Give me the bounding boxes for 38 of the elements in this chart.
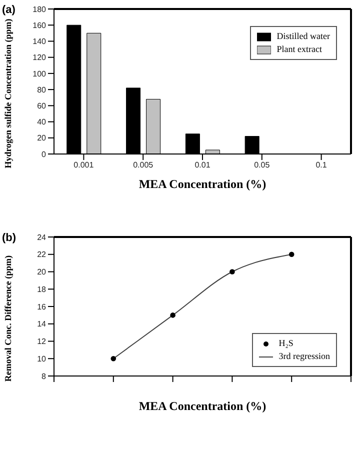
point [110,356,116,362]
y-tick-label: 20 [37,268,47,277]
x-axis-title: MEA Concentration (%) [138,399,266,413]
y-tick-label: 40 [37,118,47,127]
y-tick-label: 60 [37,102,47,111]
y-tick-label: 12 [37,337,47,346]
point [170,312,176,318]
legend-label: 3rd regression [278,350,330,363]
y-tick-label: 8 [42,372,47,381]
point [230,269,235,274]
y-tick-label: 160 [32,20,47,30]
y-tick-label: 22 [37,250,47,260]
x-tick-label: 0.005 [133,160,154,170]
y-tick-label: 140 [32,37,47,46]
y-axis-title: Removal Conc. Difference (ppm) [3,255,14,382]
chart-title: (a) [2,4,16,16]
legend-label: H₂S [278,337,294,350]
y-tick-label: 24 [37,232,47,242]
y-tick-label: 20 [37,134,47,143]
y-tick-label: 100 [32,69,47,78]
y-tick-label: 80 [37,85,47,94]
y-tick-label: 14 [37,320,47,329]
x-tick-label: 0.01 [194,160,211,170]
y-tick-label: 16 [37,302,47,312]
x-tick-label: 0.05 [254,160,270,170]
chart-title: (b) [2,232,16,244]
x-axis-title: MEA Concentration (%) [138,177,266,191]
y-tick-label: 10 [37,354,47,364]
y-axis-title: Hydrogen sulfide Concentration (ppm) [3,18,14,168]
x-tick-label: 0.001 [74,160,94,170]
y-tick-label: 180 [32,4,47,14]
legend-label: Distilled water [276,30,330,43]
x-tick-label: 0.1 [316,160,328,170]
y-tick-label: 120 [32,53,47,62]
legend-label: Plant extract [276,43,322,56]
y-tick-label: 0 [42,150,47,159]
point [288,252,294,258]
y-tick-label: 18 [37,284,47,294]
